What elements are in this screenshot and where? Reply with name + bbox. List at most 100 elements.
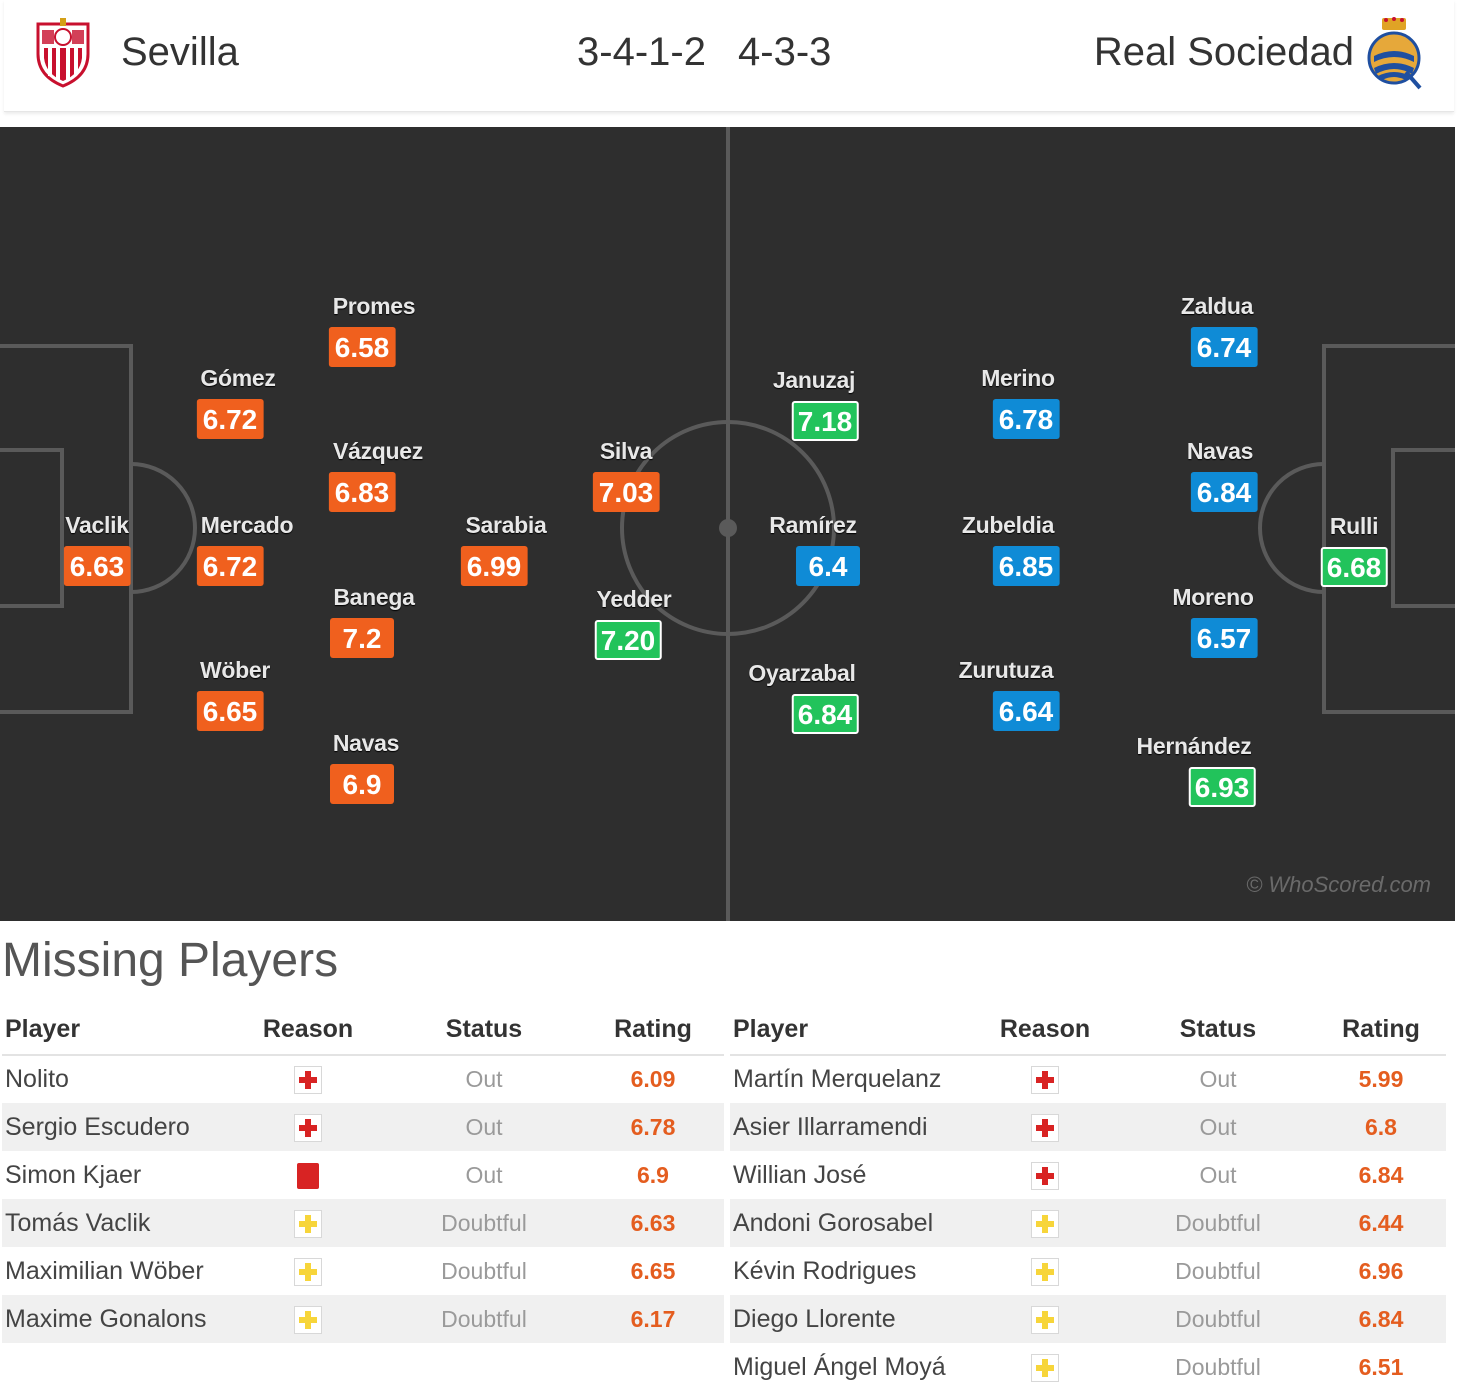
missing-player-name[interactable]: Diego Llorente [730, 1295, 970, 1343]
column-header-reason[interactable]: Reason [970, 1005, 1120, 1056]
rating-cell: 6.8 [1316, 1103, 1446, 1151]
player-rating-badge: 6.4 [796, 546, 860, 586]
player-name[interactable]: Rulli [1329, 513, 1379, 539]
player-name[interactable]: Hernández [1136, 733, 1252, 759]
missing-player-name[interactable]: Miguel Ángel Moyá [733, 1352, 946, 1381]
injury-cross-icon [294, 1113, 322, 1142]
home-team-name[interactable]: Sevilla [121, 30, 239, 74]
reason-cell [230, 1151, 386, 1199]
column-header-status[interactable]: Status [1120, 1005, 1316, 1056]
player-rating-badge: 6.84 [1190, 472, 1258, 512]
player-name[interactable]: Banega [333, 584, 415, 610]
rating-cell: 5.99 [1358, 1066, 1404, 1092]
missing-player-name[interactable]: Kévin Rodrigues [733, 1256, 917, 1285]
injury-cross-icon [1031, 1113, 1059, 1142]
injury-cross-icon [294, 1066, 322, 1095]
player-rating-badge: 6.63 [63, 546, 131, 586]
column-header-player[interactable]: Player [730, 1005, 970, 1056]
table-row: Maximilian Wöber Doubtful 6.65 [2, 1247, 724, 1295]
column-header-rating[interactable]: Rating [1316, 1005, 1446, 1056]
column-header-rating[interactable]: Rating [582, 1005, 724, 1056]
doubtful-cross-icon [1031, 1353, 1059, 1382]
status-cell: Out [465, 1161, 503, 1188]
injury-cross-icon [1031, 1066, 1059, 1095]
player-rating-badge: 6.64 [992, 691, 1060, 731]
rating-cell: 6.84 [1358, 1161, 1404, 1188]
player-name[interactable]: Sarabia [465, 512, 547, 538]
column-header-reason[interactable]: Reason [230, 1005, 386, 1056]
doubtful-cross-icon [294, 1305, 322, 1334]
player-rating-badge: 6.84 [791, 694, 859, 734]
real-sociedad-crest-icon[interactable] [1366, 16, 1422, 90]
player-name[interactable]: Januzaj [772, 367, 856, 393]
sevilla-crest-icon[interactable] [34, 18, 92, 88]
table-row: Nolito Out 6.09 [2, 1055, 724, 1103]
status-cell: Out [1120, 1103, 1316, 1151]
player-name[interactable]: Ramírez [769, 512, 857, 538]
missing-player-name[interactable]: Tomás Vaclik [2, 1199, 230, 1247]
player-rating-badge: 6.99 [460, 546, 528, 586]
player-rating-badge: 6.83 [328, 472, 396, 512]
player-name[interactable]: Mercado [200, 512, 294, 538]
red-card-icon [297, 1162, 319, 1189]
player-name[interactable]: Vázquez [333, 438, 423, 464]
missing-player-name[interactable]: Asier Illarramendi [730, 1103, 970, 1151]
table-row: Andoni Gorosabel Doubtful 6.44 [730, 1199, 1446, 1247]
table-header-row: Player Reason Status Rating [730, 1005, 1446, 1056]
table-row: Kévin Rodrigues Doubtful 6.96 [730, 1247, 1446, 1295]
reason-cell [970, 1295, 1120, 1343]
player-name[interactable]: Navas [332, 730, 400, 756]
rating-cell: 6.9 [637, 1161, 669, 1188]
status-cell: Doubtful [1175, 1353, 1261, 1380]
pitch: Vaclik 6.63 Gómez 6.72 Mercado 6.72 Wöber 6.65 P… [0, 127, 1455, 921]
player-name[interactable]: Zurutuza [958, 657, 1054, 683]
missing-player-name[interactable]: Willian José [733, 1160, 867, 1189]
away-team-name[interactable]: Real Sociedad [1093, 30, 1354, 74]
home-missing-table: Player Reason Status Rating Nolito Out 6.0… [2, 1005, 724, 1343]
missing-player-name[interactable]: Maxime Gonalons [2, 1295, 230, 1343]
status-cell: Doubtful [441, 1257, 527, 1284]
player-name[interactable]: Gómez [200, 365, 276, 391]
missing-player-name[interactable]: Sergio Escudero [2, 1103, 230, 1151]
player-name[interactable]: Zubeldia [961, 512, 1055, 538]
doubtful-cross-icon [294, 1257, 322, 1286]
player-name[interactable]: Silva [599, 438, 653, 464]
doubtful-cross-icon [294, 1209, 322, 1238]
missing-player-name[interactable]: Nolito [5, 1065, 69, 1093]
player-rating-badge: 6.85 [992, 546, 1060, 586]
player-rating-badge: 7.18 [791, 401, 859, 441]
doubtful-cross-icon [1031, 1257, 1059, 1286]
rating-cell: 6.63 [582, 1199, 724, 1247]
missing-player-name[interactable]: Andoni Gorosabel [730, 1199, 970, 1247]
injury-cross-icon [1031, 1161, 1059, 1190]
reason-cell [230, 1247, 386, 1295]
rating-cell: 6.17 [582, 1295, 724, 1343]
column-header-player[interactable]: Player [2, 1005, 230, 1056]
column-header-status[interactable]: Status [386, 1005, 582, 1056]
reason-cell [230, 1103, 386, 1151]
status-cell: Out [1199, 1161, 1237, 1188]
player-name[interactable]: Oyarzabal [748, 660, 856, 686]
player-name[interactable]: Moreno [1172, 584, 1254, 610]
reason-cell [970, 1343, 1120, 1391]
player-rating-badge: 6.72 [196, 399, 264, 439]
rating-cell: 6.96 [1358, 1257, 1404, 1284]
player-rating-badge: 6.68 [1320, 547, 1388, 587]
missing-player-name[interactable]: Martín Merquelanz [733, 1065, 942, 1093]
status-cell: Doubtful [386, 1199, 582, 1247]
player-name[interactable]: Promes [332, 293, 416, 319]
player-name[interactable]: Yedder [596, 586, 672, 612]
player-name[interactable]: Zaldua [1180, 293, 1254, 319]
missing-players-title: Missing Players [2, 934, 339, 987]
missing-player-name[interactable]: Maximilian Wöber [5, 1256, 204, 1285]
doubtful-cross-icon [1031, 1305, 1059, 1334]
player-rating-badge: 7.2 [330, 618, 394, 658]
missing-player-name[interactable]: Simon Kjaer [5, 1160, 142, 1189]
table-row: Tomás Vaclik Doubtful 6.63 [2, 1199, 724, 1247]
player-name[interactable]: Navas [1186, 438, 1254, 464]
player-name[interactable]: Vaclik [65, 512, 129, 538]
player-rating-badge: 7.20 [594, 620, 662, 660]
rating-cell: 6.84 [1316, 1295, 1446, 1343]
player-name[interactable]: Wöber [199, 657, 271, 683]
player-name[interactable]: Merino [981, 365, 1055, 391]
